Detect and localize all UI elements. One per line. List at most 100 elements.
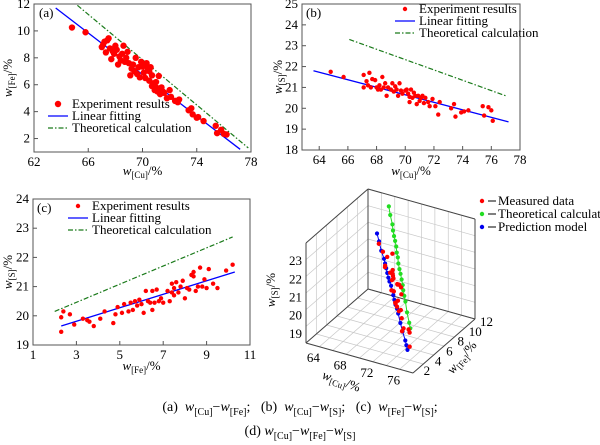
data-point (134, 303, 140, 308)
data-point (150, 307, 155, 313)
data-point (59, 315, 64, 320)
grid-line (316, 333, 424, 365)
data-point (400, 91, 405, 96)
legend-marker-experiment (54, 100, 62, 108)
x-tick-label: 76 (485, 152, 499, 167)
y-tick-label: 2 (424, 363, 431, 378)
data-point (72, 322, 77, 327)
grid-line (367, 205, 476, 237)
legend-label: Linear fitting (419, 13, 488, 28)
x-tick-label: 3 (73, 347, 80, 362)
x-axis-label-unit: /% (146, 358, 161, 373)
y-tick-label: 22 (285, 59, 298, 74)
grid-3d (305, 188, 476, 374)
plot-frame (301, 3, 521, 151)
panel-d: 64 68 72 76246810121920212223w[Cu]/%w[Fe]/%… (263, 188, 600, 395)
data-point (169, 281, 175, 286)
measured-point (394, 304, 400, 309)
data-point (191, 269, 196, 275)
y-tick-label: 8 (24, 50, 31, 65)
grid-line (326, 324, 434, 356)
theoretical-line (349, 38, 506, 97)
data-point (328, 69, 333, 74)
data-point (102, 309, 107, 314)
data-point (67, 312, 73, 317)
data-point (165, 288, 170, 294)
data-point (152, 78, 160, 86)
y-tick-label: 23 (16, 220, 29, 235)
data-point (98, 316, 103, 321)
data-point (426, 99, 431, 105)
series-3d (374, 204, 413, 352)
x-axis-label: w[Cu]/% (391, 163, 431, 180)
data-point (202, 277, 207, 282)
data-point (390, 81, 395, 86)
data-point (111, 320, 116, 326)
z-axis-label-sub: [S] (270, 287, 280, 298)
panel-label: (b) (306, 5, 321, 20)
theoretical-point (390, 222, 395, 227)
data-point (367, 70, 372, 76)
y-axis-label: w[S]/% (0, 255, 17, 289)
data-point (167, 93, 175, 101)
grid-line (305, 272, 369, 327)
data-point (187, 287, 192, 292)
box-edge (305, 288, 369, 344)
x-tick-label: 70 (136, 154, 149, 169)
data-point (136, 74, 143, 81)
x-tick-label: 72 (360, 365, 373, 380)
measured-point (398, 285, 404, 290)
y-axis-label: w[Fe]/% (0, 59, 17, 97)
y-tick-label: 19 (285, 121, 298, 136)
y-axis-label-var: w (0, 88, 15, 97)
x-tick-label: 74 (456, 152, 470, 167)
grid-line (367, 221, 476, 253)
theoretical-line (54, 236, 233, 312)
x-axis-label-var: w (391, 163, 400, 178)
z-axis-label-unit: /% (263, 273, 278, 288)
data-point (188, 105, 195, 112)
x-axis-label: w[Cu]/% (123, 163, 163, 180)
data-point (130, 307, 136, 313)
data-point (437, 99, 442, 105)
prediction-point (386, 275, 391, 280)
legend-label: Theoretical calculation (498, 206, 600, 221)
z-tick-label: 19 (289, 326, 302, 341)
data-point (489, 108, 494, 113)
y-axis-label: w[S]/% (270, 60, 287, 94)
theoretical-point (388, 212, 393, 218)
y-tick-label: 4 (24, 104, 31, 119)
y-tick-label: 6 (446, 343, 453, 358)
data-point (210, 281, 216, 286)
data-point (178, 284, 183, 289)
measured-point (401, 326, 406, 331)
grid-line (367, 238, 476, 270)
data-point (154, 287, 159, 292)
x-tick-label: 70 (399, 152, 412, 167)
box-edge (367, 288, 476, 320)
y-axis-label-unit: /% (270, 60, 285, 75)
measured-point (382, 264, 388, 270)
x-tick-label: 11 (244, 347, 257, 362)
grid-line (357, 297, 465, 329)
theoretical-point (407, 320, 412, 325)
legend-label: Prediction model (498, 219, 588, 234)
data-point (137, 297, 142, 302)
data-point (191, 274, 196, 279)
prediction-point (389, 283, 394, 288)
x-axis-label-sub: [Cu] (131, 170, 148, 180)
y-tick-label: 22 (16, 249, 29, 264)
caption-line-2: (d) w[Cu]−w[Fe]−w[S] (244, 424, 356, 442)
data-point (139, 301, 144, 307)
data-point (206, 266, 211, 272)
data-point (182, 296, 188, 301)
caption-item-c: (c) w[Fe]−w[S]; (355, 400, 438, 418)
x-axis-label-unit: /% (416, 163, 431, 178)
measured-point (391, 276, 396, 281)
data-point (212, 122, 219, 129)
data-point (59, 329, 64, 335)
data-point (397, 81, 402, 86)
data-point (119, 310, 125, 316)
data-point (108, 55, 115, 63)
grid-line (305, 222, 369, 277)
